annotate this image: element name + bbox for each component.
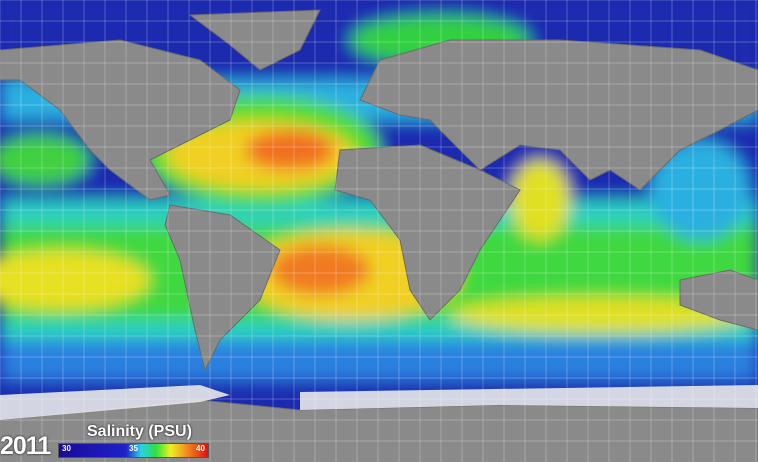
north-america bbox=[0, 39, 241, 201]
legend-mid-label: 35 bbox=[129, 444, 138, 453]
legend-colorbar bbox=[58, 443, 209, 458]
legend-max-label: 40 bbox=[196, 444, 205, 453]
africa bbox=[334, 144, 521, 321]
legend-min-label: 30 bbox=[62, 444, 71, 453]
south-america bbox=[164, 204, 281, 372]
year-label: 2011 bbox=[0, 432, 51, 460]
land-masses bbox=[0, 9, 758, 462]
sea-ice bbox=[0, 385, 758, 420]
legend-title: Salinity (PSU) bbox=[87, 423, 192, 440]
greenland bbox=[188, 9, 321, 71]
australia bbox=[679, 269, 758, 331]
eurasia bbox=[359, 39, 758, 191]
